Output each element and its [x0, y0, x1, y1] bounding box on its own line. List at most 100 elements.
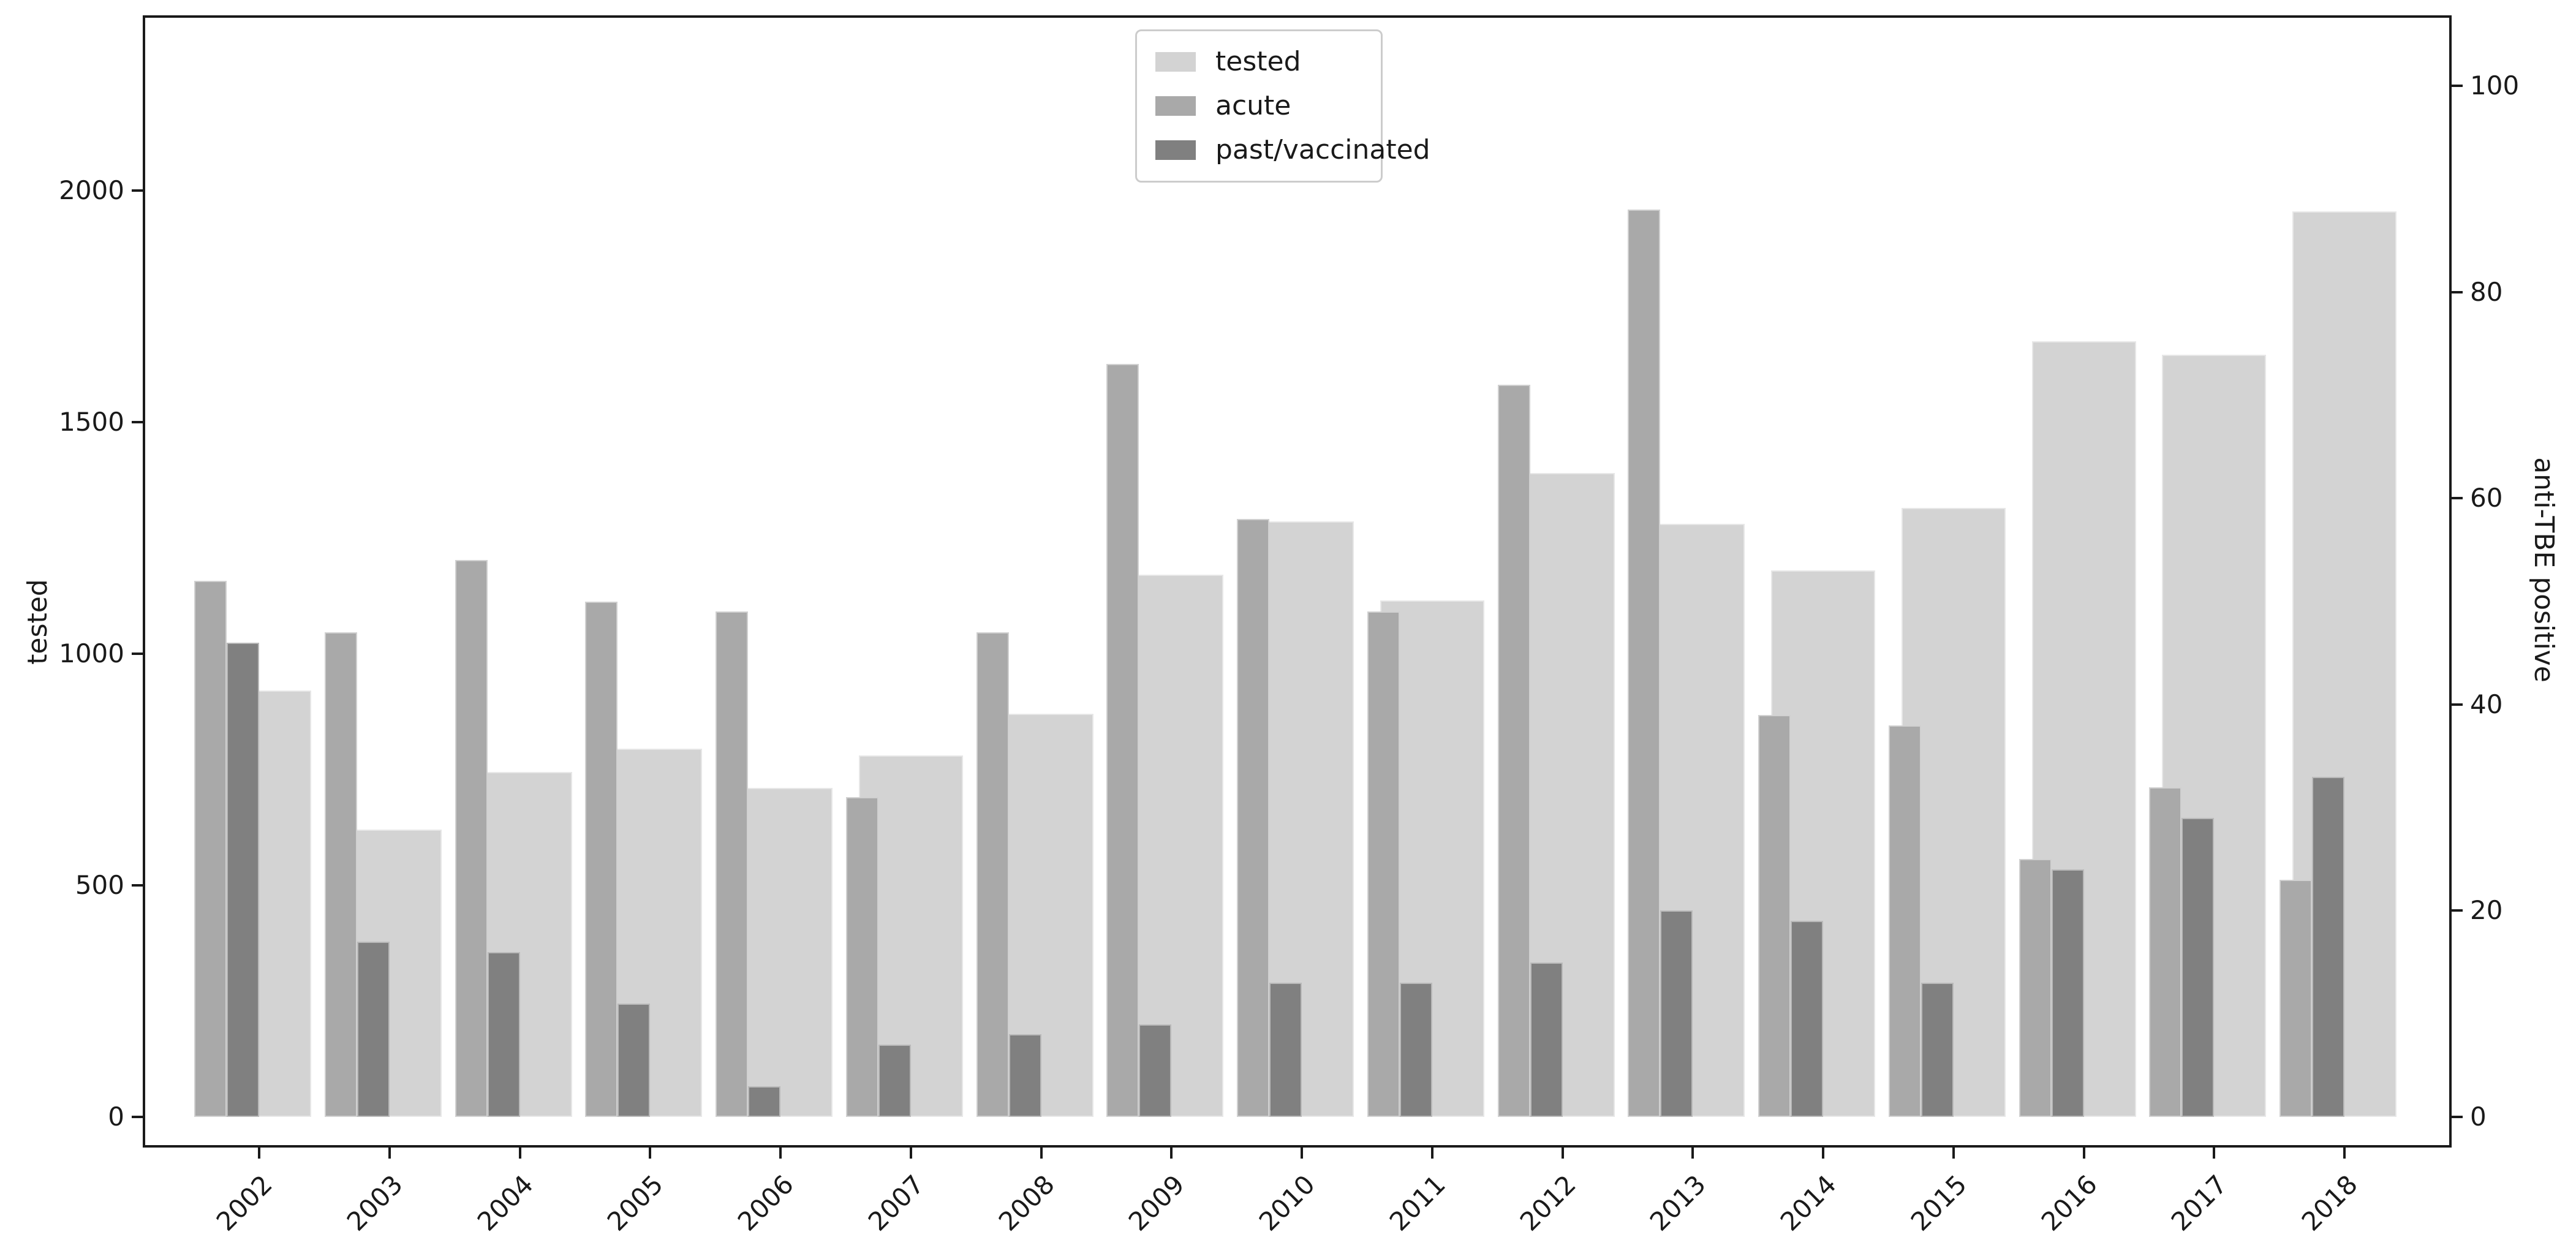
- x-tick-label-2007: 2007: [862, 1169, 930, 1237]
- y-tick-right-60: [2452, 497, 2463, 500]
- y-tick-right-40: [2452, 703, 2463, 706]
- x-tick-label-2002: 2002: [210, 1169, 278, 1237]
- y-tick-right-80: [2452, 290, 2463, 293]
- bar-acute-2006: [716, 611, 748, 1118]
- legend-swatch-acute: [1155, 96, 1196, 116]
- x-tick-2003: [388, 1148, 391, 1159]
- bar-past-vaccinated-2004: [487, 951, 520, 1118]
- bar-past-vaccinated-2011: [1399, 983, 1432, 1118]
- bar-past-vaccinated-2006: [748, 1086, 780, 1118]
- x-tick-label-2017: 2017: [2165, 1169, 2234, 1237]
- y-tick-label-left-500: 500: [75, 870, 124, 901]
- x-tick-label-2005: 2005: [601, 1169, 670, 1237]
- bar-past-vaccinated-2018: [2312, 776, 2344, 1118]
- bar-acute-2004: [455, 560, 488, 1118]
- y-tick-label-right-20: 20: [2470, 895, 2503, 926]
- bar-past-vaccinated-2012: [1530, 962, 1563, 1118]
- x-tick-2014: [1822, 1148, 1824, 1159]
- legend-swatch-tested: [1155, 52, 1196, 72]
- bar-past-vaccinated-2015: [1921, 983, 1954, 1118]
- bar-past-vaccinated-2007: [878, 1045, 911, 1118]
- bar-tested-2016: [2031, 341, 2136, 1118]
- y-tick-label-left-1000: 1000: [59, 638, 124, 668]
- y-tick-label-right-100: 100: [2470, 70, 2520, 101]
- bar-acute-2018: [2279, 879, 2312, 1118]
- bar-acute-2002: [194, 580, 227, 1118]
- x-tick-label-2011: 2011: [1383, 1169, 1451, 1237]
- y-tick-label-left-1500: 1500: [59, 406, 124, 437]
- y-tick-right-20: [2452, 909, 2463, 912]
- y-tick-label-right-60: 60: [2470, 483, 2503, 513]
- x-tick-2008: [1040, 1148, 1043, 1159]
- x-tick-label-2013: 2013: [1644, 1169, 1712, 1237]
- y-tick-label-left-2000: 2000: [59, 175, 124, 205]
- bar-acute-2016: [2019, 859, 2052, 1118]
- x-tick-label-2003: 2003: [341, 1169, 409, 1237]
- x-tick-2010: [1301, 1148, 1303, 1159]
- x-tick-label-2014: 2014: [1774, 1169, 1842, 1237]
- legend-item-acute: acute: [1155, 91, 1362, 121]
- legend-swatch-past-vaccinated: [1155, 140, 1196, 160]
- bar-acute-2014: [1758, 714, 1791, 1118]
- bar-past-vaccinated-2002: [227, 642, 259, 1118]
- x-tick-2011: [1430, 1148, 1433, 1159]
- x-tick-2009: [1170, 1148, 1173, 1159]
- bar-past-vaccinated-2016: [2051, 869, 2084, 1118]
- bar-past-vaccinated-2010: [1269, 983, 1302, 1118]
- x-tick-2012: [1561, 1148, 1564, 1159]
- y-tick-left-2000: [132, 189, 143, 192]
- legend-label: past/vaccinated: [1215, 134, 1430, 165]
- x-tick-2016: [2082, 1148, 2085, 1159]
- bar-acute-2007: [845, 797, 878, 1118]
- y-tick-right-100: [2452, 85, 2463, 88]
- x-tick-2018: [2343, 1148, 2346, 1159]
- x-tick-2015: [1952, 1148, 1955, 1159]
- bar-acute-2011: [1367, 611, 1400, 1118]
- y-axis-label-right: anti-TBE positive: [2528, 457, 2559, 683]
- bar-acute-2012: [1497, 385, 1530, 1118]
- x-tick-2007: [909, 1148, 912, 1159]
- bar-acute-2013: [1628, 210, 1661, 1118]
- bar-past-vaccinated-2003: [357, 941, 390, 1118]
- y-tick-label-right-80: 80: [2470, 276, 2503, 307]
- x-tick-2004: [518, 1148, 521, 1159]
- x-tick-label-2009: 2009: [1122, 1169, 1191, 1237]
- x-tick-label-2015: 2015: [1905, 1169, 1973, 1237]
- x-tick-label-2016: 2016: [2035, 1169, 2103, 1237]
- x-tick-2017: [2213, 1148, 2216, 1159]
- x-tick-label-2006: 2006: [731, 1169, 799, 1237]
- y-tick-left-1500: [132, 420, 143, 423]
- legend-item-past-vaccinated: past/vaccinated: [1155, 135, 1430, 165]
- bar-acute-2015: [1888, 725, 1921, 1118]
- bar-acute-2005: [585, 601, 618, 1118]
- bar-past-vaccinated-2008: [1008, 1034, 1041, 1118]
- y-tick-left-500: [132, 884, 143, 887]
- bar-acute-2003: [324, 632, 357, 1118]
- bar-acute-2008: [976, 632, 1009, 1118]
- legend-label: tested: [1215, 46, 1301, 77]
- bar-past-vaccinated-2017: [2181, 818, 2215, 1118]
- x-tick-label-2004: 2004: [471, 1169, 539, 1237]
- y-axis-label-left: tested: [22, 579, 53, 665]
- x-tick-label-2012: 2012: [1514, 1169, 1582, 1237]
- bar-past-vaccinated-2005: [618, 1003, 651, 1118]
- bar-past-vaccinated-2014: [1791, 921, 1823, 1118]
- legend-item-tested: tested: [1155, 47, 1362, 77]
- y-tick-label-right-40: 40: [2470, 689, 2503, 719]
- bar-past-vaccinated-2013: [1660, 910, 1693, 1118]
- bar-past-vaccinated-2009: [1139, 1024, 1172, 1118]
- bar-acute-2009: [1106, 364, 1139, 1118]
- x-tick-label-2008: 2008: [992, 1169, 1060, 1237]
- x-tick-2005: [649, 1148, 652, 1159]
- y-tick-label-left-0: 0: [108, 1102, 124, 1132]
- x-tick-2013: [1691, 1148, 1694, 1159]
- y-tick-label-right-0: 0: [2470, 1102, 2487, 1132]
- y-tick-left-1000: [132, 652, 143, 655]
- x-tick-label-2018: 2018: [2295, 1169, 2363, 1237]
- bar-acute-2010: [1237, 518, 1269, 1118]
- legend: tested acute past/vaccinated: [1135, 29, 1430, 183]
- legend-label: acute: [1215, 90, 1291, 121]
- bar-acute-2017: [2149, 787, 2182, 1118]
- x-tick-2006: [779, 1148, 782, 1159]
